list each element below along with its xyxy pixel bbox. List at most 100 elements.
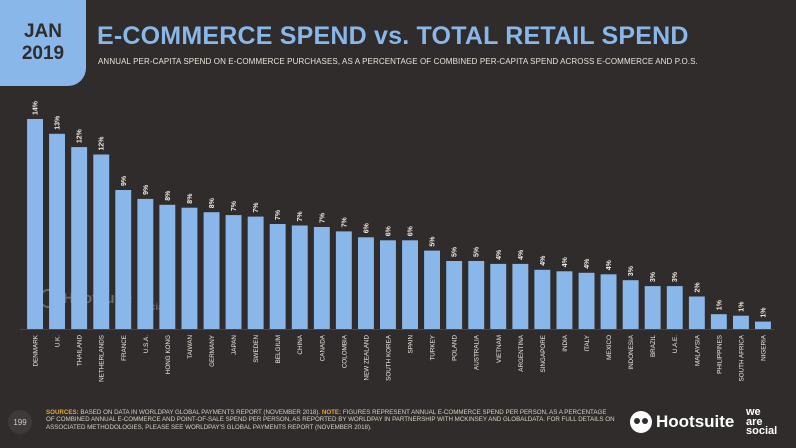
page-number: 199: [8, 410, 32, 434]
bar-value-label: 14%: [33, 100, 40, 115]
bar-value-label: 7%: [319, 212, 326, 223]
bar-belgium: [269, 224, 286, 329]
bar-u-a-e: [666, 286, 683, 329]
bar-netherlands: [93, 154, 110, 329]
category-label: U.A.E.: [672, 335, 679, 353]
bar-south-korea: [380, 240, 396, 329]
bar-thailand: [71, 147, 88, 329]
category-label: VIETNAM: [496, 335, 503, 363]
footer-notes: SOURCES: BASED ON DATA IN WORLDPAY GLOBA…: [46, 409, 616, 431]
bar-value-label: 8%: [209, 197, 216, 208]
hootsuite-logo: Hootsuite: [630, 411, 734, 433]
category-label: BRAZIL: [650, 335, 657, 358]
we-are-social-we: we: [746, 406, 761, 418]
we-are-social-are: are: [746, 415, 763, 428]
bar-value-label: 4%: [540, 255, 547, 266]
bar-south-africa: [733, 315, 749, 329]
bar-value-label: 4%: [606, 259, 613, 270]
bar-australia: [468, 261, 485, 329]
bar-value-label: 1%: [738, 301, 745, 312]
bar-mexico: [600, 274, 617, 329]
bar-brazil: [644, 286, 661, 329]
category-label: SOUTH KOREA: [386, 334, 393, 381]
bar-singapore: [534, 269, 551, 329]
bar-value-label: 9%: [121, 175, 128, 186]
bar-value-label: 3%: [672, 271, 679, 282]
category-label: NETHERLANDS: [99, 335, 106, 382]
category-label: ITALY: [584, 334, 591, 351]
we-are-social-logo: we are social: [746, 406, 777, 437]
page-subtitle: ANNUAL PER-CAPITA SPEND ON E-COMMERCE PU…: [98, 57, 698, 66]
bar-value-label: 8%: [187, 193, 194, 204]
bar-japan: [225, 215, 242, 329]
bar-value-label: 4%: [584, 258, 591, 269]
category-label: U.S.A.: [143, 335, 150, 353]
bar-value-label: 7%: [297, 211, 304, 222]
owl-icon: [630, 411, 652, 433]
bar-spain: [402, 240, 418, 329]
bar-india: [556, 271, 573, 329]
bar-argentina: [512, 263, 529, 329]
category-label: BELGIUM: [275, 335, 282, 363]
bar-value-label: 5%: [474, 246, 481, 257]
bar-value-label: 5%: [452, 246, 459, 257]
bar-value-label: 1%: [716, 299, 723, 310]
bar-value-label: 7%: [275, 209, 282, 220]
category-label: POLAND: [452, 335, 459, 361]
bar-value-label: 6%: [408, 225, 415, 236]
bar-value-label: 4%: [496, 249, 503, 260]
page-title: E-COMMERCE SPEND vs. TOTAL RETAIL SPEND: [97, 22, 689, 50]
bar-france: [115, 190, 132, 329]
category-label: NEW ZEALAND: [363, 335, 370, 381]
bar-value-label: 3%: [650, 271, 657, 282]
category-label: TURKEY: [430, 334, 437, 360]
category-label: THAILAND: [77, 335, 84, 367]
category-label: NIGERIA: [761, 334, 768, 361]
category-label: JAPAN: [231, 335, 238, 355]
bar-value-label: 3%: [628, 265, 635, 276]
sources-text: BASED ON DATA IN WORLDPAY GLOBAL PAYMENT…: [78, 409, 322, 416]
sources-label: SOURCES:: [46, 409, 79, 416]
bar-poland: [446, 261, 463, 329]
badge-year: 2019: [21, 43, 65, 64]
category-label: SINGAPORE: [540, 335, 547, 372]
bar-value-label: 6%: [363, 222, 370, 233]
bar-value-label: 7%: [231, 200, 238, 211]
bar-indonesia: [622, 280, 639, 329]
category-label: INDONESIA: [628, 334, 635, 369]
date-badge: JAN 2019: [0, 0, 86, 86]
bar-value-label: 9%: [143, 184, 150, 195]
bar-value-label: 13%: [55, 115, 62, 130]
bar-value-label: 6%: [386, 225, 393, 236]
bar-china: [291, 225, 308, 329]
hootsuite-wordmark: Hootsuite: [656, 412, 735, 431]
note-label: NOTE:: [321, 409, 342, 416]
bar-value-label: 8%: [165, 190, 172, 201]
bar-italy: [578, 272, 595, 329]
bar-denmark: [27, 119, 43, 329]
category-label: TAIWAN: [187, 335, 194, 359]
category-label: MALAYSIA: [694, 334, 701, 366]
category-label: SWEDEN: [253, 335, 260, 363]
category-label: GERMANY: [209, 334, 216, 367]
bar-value-label: 5%: [430, 236, 437, 247]
note-text: FIGURES REPRESENT ANNUAL E-COMMERCE SPEN…: [46, 409, 615, 431]
bar-chart: 14% DENMARK 13% U.K. 12% THAILAND 12% NETHERLAN…: [20, 100, 774, 382]
bar-new-zealand: [358, 237, 374, 329]
bar-vietnam: [490, 263, 507, 329]
bar-taiwan: [181, 207, 198, 329]
category-label: AUSTRALIA: [474, 334, 481, 370]
category-label: PHILIPPINES: [716, 335, 723, 374]
bar-germany: [203, 212, 220, 329]
bar-u-s-a: [137, 198, 154, 329]
bar-colombia: [335, 231, 352, 329]
bar-value-label: 7%: [253, 202, 260, 213]
bar-u-k: [49, 133, 65, 329]
category-label: SPAIN: [408, 335, 415, 354]
badge-month: JAN: [23, 21, 62, 42]
bar-malaysia: [688, 296, 705, 329]
bar-sweden: [247, 216, 264, 329]
bar-nigeria: [755, 321, 771, 329]
bar-value-label: 1%: [761, 307, 768, 318]
bar-value-label: 12%: [77, 128, 84, 143]
